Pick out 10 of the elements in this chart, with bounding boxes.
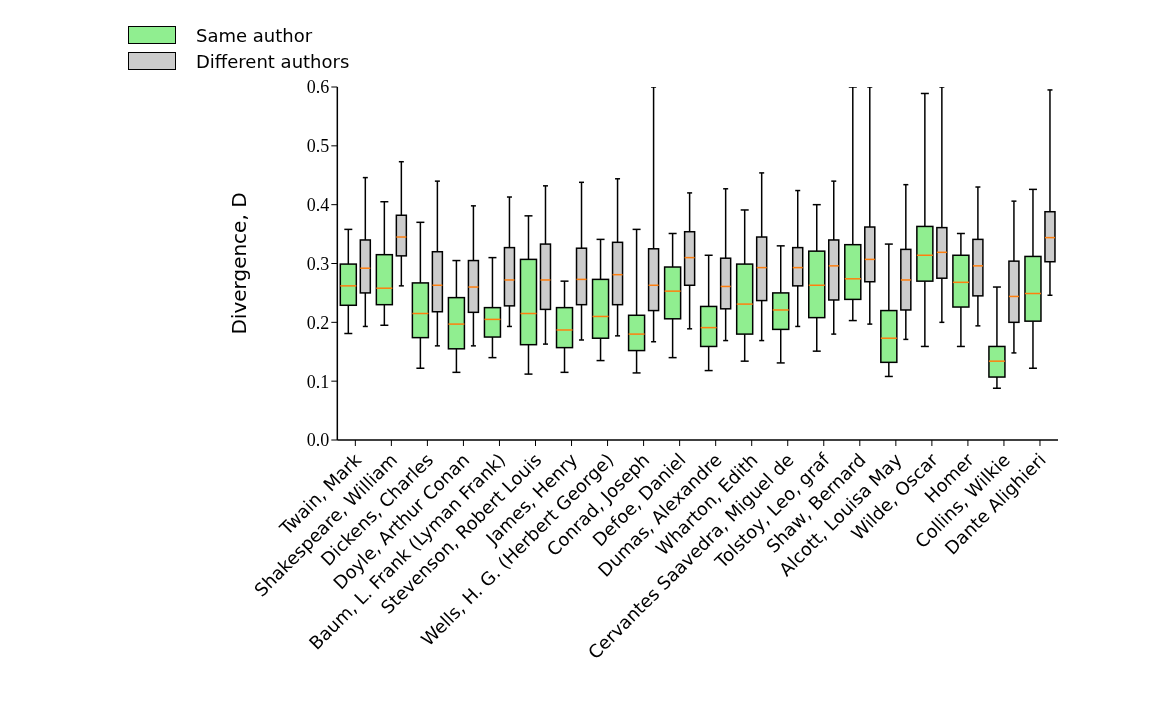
legend-label: Same author <box>196 24 313 46</box>
y-tick-label: 0.0 <box>306 430 330 451</box>
y-tick-label: 0.5 <box>306 136 330 157</box>
y-tick-label: 0.2 <box>306 312 330 333</box>
legend-label: Different authors <box>196 50 350 72</box>
y-tick-label: 0.3 <box>306 253 330 274</box>
y-tick-label: 0.4 <box>306 195 330 216</box>
y-tick-label: 0.6 <box>306 77 330 98</box>
y-axis-title: Divergence, D <box>227 192 252 335</box>
y-tick-label: 0.1 <box>306 371 330 392</box>
